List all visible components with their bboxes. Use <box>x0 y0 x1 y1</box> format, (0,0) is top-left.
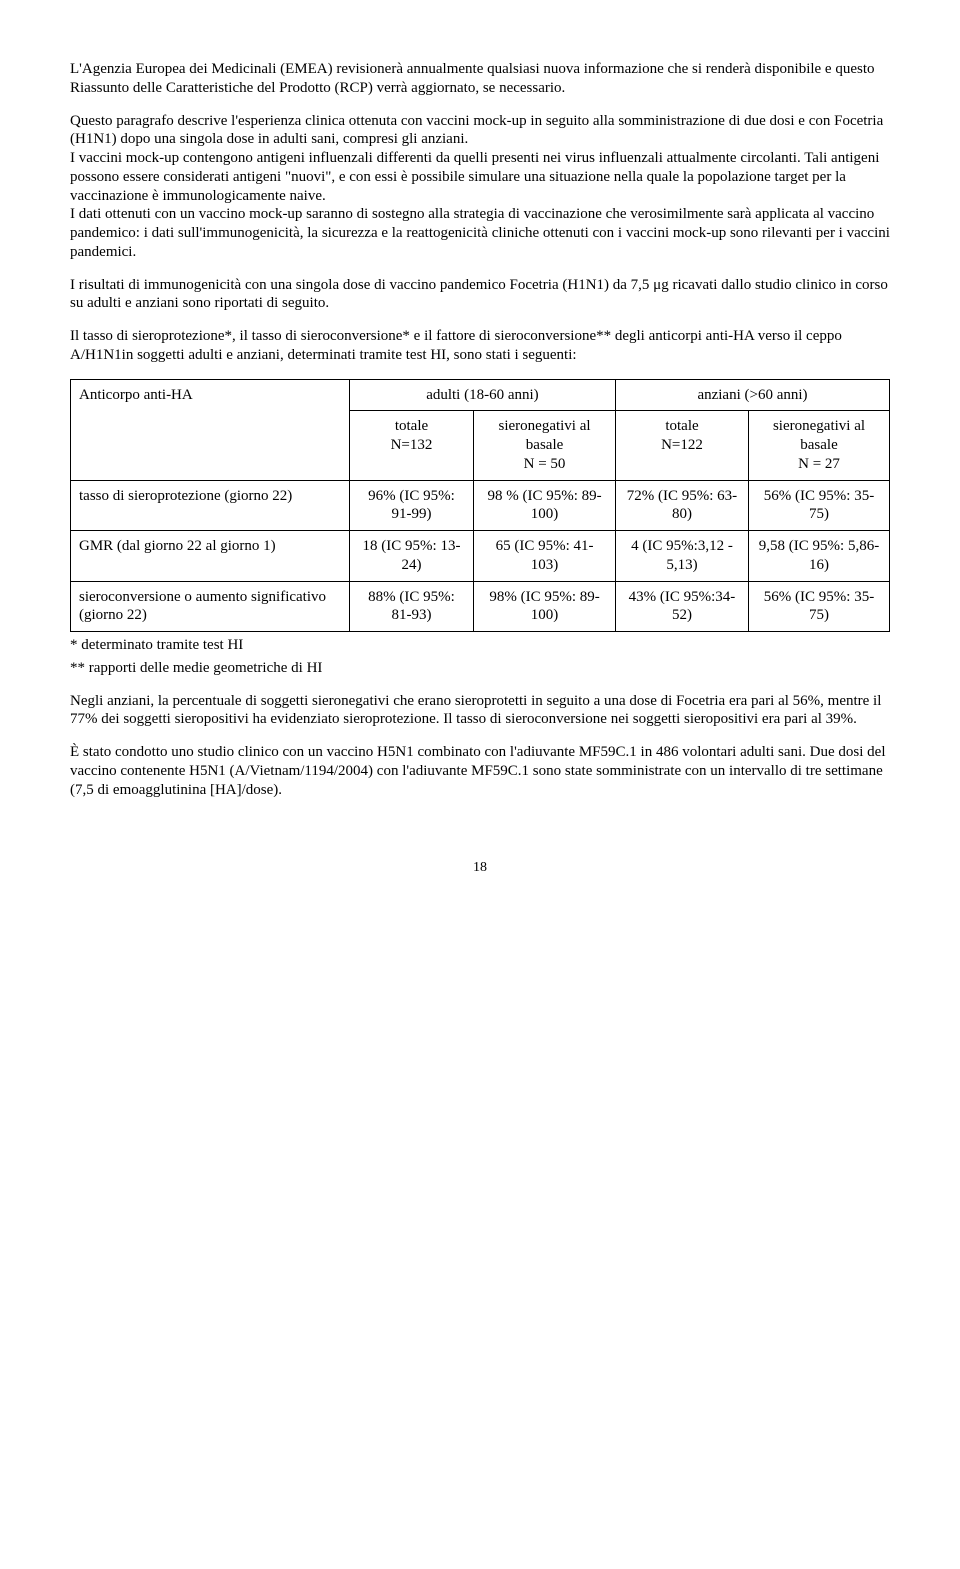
immunogenicity-table: Anticorpo anti-HA adulti (18-60 anni) an… <box>70 379 890 633</box>
paragraph-1: L'Agenzia Europea dei Medicinali (EMEA) … <box>70 60 890 98</box>
cell: 43% (IC 95%:34-52) <box>615 581 748 632</box>
adults-n: N=132 <box>391 437 433 453</box>
page-number: 18 <box>70 859 890 877</box>
table-row: sieroconversione o aumento significativo… <box>71 581 890 632</box>
paragraph-7: Negli anziani, la percentuale di soggett… <box>70 692 890 730</box>
col-adults-total: totale N=132 <box>349 411 473 480</box>
col-elderly-total: totale N=122 <box>615 411 748 480</box>
paragraph-5: I risultati di immunogenicità con una si… <box>70 276 890 314</box>
row-label: GMR (dal giorno 22 al giorno 1) <box>71 531 350 582</box>
cell: 88% (IC 95%: 81-93) <box>349 581 473 632</box>
cell: 9,58 (IC 95%: 5,86-16) <box>749 531 890 582</box>
cell: 65 (IC 95%: 41-103) <box>474 531 616 582</box>
seroneg-label: sieronegativi al basale <box>499 418 591 453</box>
total-label: totale <box>665 418 698 434</box>
paragraph-3: I vaccini mock-up contengono antigeni in… <box>70 149 890 205</box>
total-label: totale <box>395 418 428 434</box>
adults-seroneg-n: N = 50 <box>524 456 566 472</box>
col-elderly-seroneg: sieronegativi al basale N = 27 <box>749 411 890 480</box>
table-row: GMR (dal giorno 22 al giorno 1) 18 (IC 9… <box>71 531 890 582</box>
table-header-row-1: Anticorpo anti-HA adulti (18-60 anni) an… <box>71 379 890 411</box>
cell: 98% (IC 95%: 89-100) <box>474 581 616 632</box>
row-label: sieroconversione o aumento significativo… <box>71 581 350 632</box>
cell: 56% (IC 95%: 35-75) <box>749 480 890 531</box>
col-adults: adulti (18-60 anni) <box>349 379 615 411</box>
elderly-seroneg-n: N = 27 <box>798 456 840 472</box>
table-footnote-2: ** rapporti delle medie geometriche di H… <box>70 659 890 678</box>
paragraph-6: Il tasso di sieroprotezione*, il tasso d… <box>70 327 890 365</box>
col-anticorpo: Anticorpo anti-HA <box>71 379 350 480</box>
col-adults-seroneg: sieronegativi al basale N = 50 <box>474 411 616 480</box>
table-footnote-1: * determinato tramite test HI <box>70 636 890 655</box>
paragraph-4: I dati ottenuti con un vaccino mock-up s… <box>70 205 890 261</box>
cell: 72% (IC 95%: 63-80) <box>615 480 748 531</box>
col-elderly: anziani (>60 anni) <box>615 379 889 411</box>
row-label: tasso di sieroprotezione (giorno 22) <box>71 480 350 531</box>
paragraph-8: È stato condotto uno studio clinico con … <box>70 743 890 799</box>
cell: 18 (IC 95%: 13-24) <box>349 531 473 582</box>
table-row: tasso di sieroprotezione (giorno 22) 96%… <box>71 480 890 531</box>
cell: 96% (IC 95%: 91-99) <box>349 480 473 531</box>
cell: 56% (IC 95%: 35-75) <box>749 581 890 632</box>
seroneg-label: sieronegativi al basale <box>773 418 865 453</box>
elderly-n: N=122 <box>661 437 703 453</box>
cell: 4 (IC 95%:3,12 - 5,13) <box>615 531 748 582</box>
paragraph-2: Questo paragrafo descrive l'esperienza c… <box>70 112 890 150</box>
cell: 98 % (IC 95%: 89-100) <box>474 480 616 531</box>
